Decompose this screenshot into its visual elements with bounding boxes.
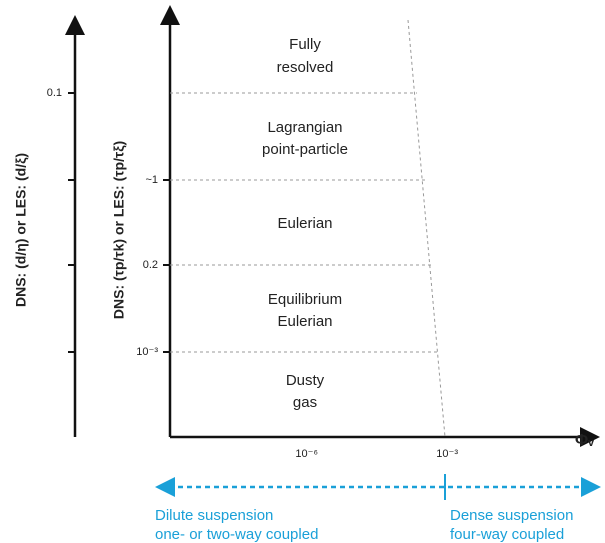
tick-label: 10⁻³ — [136, 346, 158, 358]
tick-label: 10⁻⁶ — [295, 448, 318, 460]
regime-label: Dilute suspension — [155, 507, 273, 524]
axis-label: DNS: (τp/τk) or LES: (τp/τξ) — [111, 141, 127, 319]
regime-label: Dense suspension — [450, 507, 573, 524]
region-label: Fully — [289, 36, 321, 53]
region-label: Eulerian — [277, 313, 332, 330]
axis-label: Φᵥ — [575, 432, 594, 449]
region-label: point-particle — [262, 141, 348, 158]
inner-axis: ~1 0.2 10⁻³ DNS: (τp/τk) or LES: (τp/τξ)… — [111, 5, 600, 460]
region-label: Eulerian — [277, 215, 332, 232]
boundaries — [170, 19, 446, 438]
tick-label: 0.2 — [143, 259, 158, 271]
tick-label: ~1 — [145, 174, 158, 186]
regime-label: one- or two-way coupled — [155, 526, 318, 543]
left-axis: 0.1 DNS: (d/η) or LES: (d/ξ) — [13, 15, 85, 437]
tick-label: 0.1 — [47, 87, 62, 99]
region-label: Equilibrium — [268, 291, 342, 308]
regions: Fully resolved Lagrangian point-particle… — [262, 36, 348, 411]
tick-label: 10⁻³ — [436, 448, 458, 460]
region-label: gas — [293, 394, 317, 411]
region-label: Dusty — [286, 372, 325, 389]
region-label: resolved — [277, 59, 334, 76]
regime-label: four-way coupled — [450, 526, 564, 543]
regime-bar: Dilute suspension one- or two-way couple… — [155, 474, 601, 543]
axis-label: DNS: (d/η) or LES: (d/ξ) — [13, 153, 29, 307]
region-label: Lagrangian — [267, 119, 342, 136]
